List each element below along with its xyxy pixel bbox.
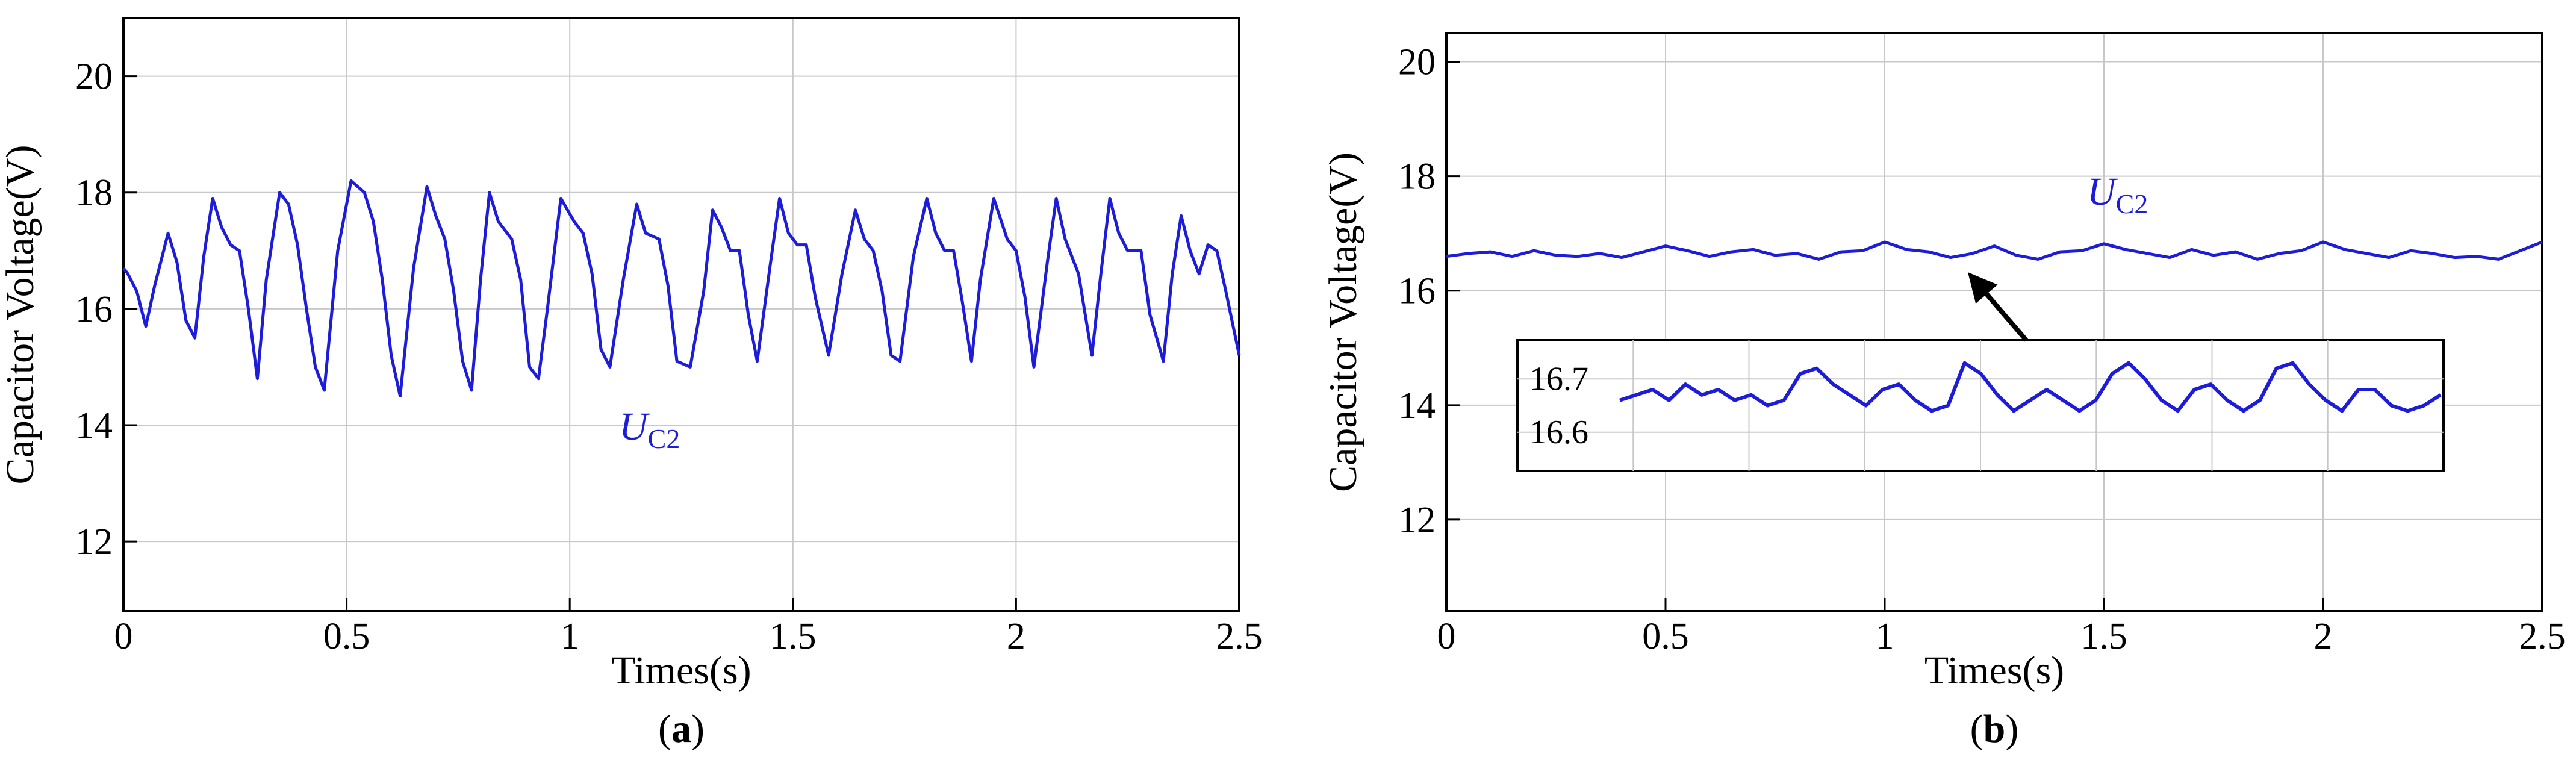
- x-tick-label: 1.5: [2080, 616, 2127, 657]
- panel-a-series-line: [122, 179, 1241, 398]
- panel-b-frame: [1445, 32, 2543, 612]
- y-tick-label: 16: [1398, 271, 1436, 312]
- panel-a-frame: [122, 17, 1240, 612]
- panel-b-inset-series-line: [1619, 361, 2442, 413]
- x-tick-label: 1: [561, 616, 579, 657]
- inset-y-tick-label: 16.6: [1529, 414, 1588, 451]
- panel-a-grid: [123, 18, 1239, 611]
- y-tick-label: 20: [75, 57, 113, 98]
- x-tick-label: 0.5: [1642, 616, 1689, 657]
- panel-b-series-label: UC2: [2087, 170, 2148, 219]
- panel-b-y-axis-title: Capacitor Voltage(V): [1321, 152, 1365, 492]
- panel-a: 0 0.5 1 1.5 2 2.5 12 14 16 18 20 UC2 Times(s) Capa…: [0, 17, 1263, 751]
- x-tick-label: 1: [1876, 616, 1894, 657]
- arrow-head-icon: [1968, 272, 1998, 304]
- y-tick-label: 12: [1398, 500, 1436, 541]
- panel-b-inset-grid: [1517, 340, 2444, 471]
- panel-b-inset-ticks: 16.7 16.6: [1529, 360, 1588, 451]
- panel-a-ticks: 0 0.5 1 1.5 2 2.5 12 14 16 18 20: [75, 57, 1263, 657]
- panel-b-grid: [1446, 33, 2542, 611]
- y-tick-label: 14: [75, 405, 113, 446]
- x-tick-label: 2: [2314, 616, 2333, 657]
- panel-a-series-label: UC2: [619, 405, 680, 454]
- panel-a-y-axis-title: Capacitor Voltage(V): [0, 145, 42, 485]
- panel-a-x-axis-title: Times(s): [611, 649, 751, 693]
- x-tick-label: 2: [1007, 616, 1025, 657]
- x-tick-label: 0: [114, 616, 133, 657]
- panel-b: 0 0.5 1 1.5 2 2.5 12 14 16 18 20 UC2 16.7 16.6 Time…: [1321, 32, 2566, 751]
- y-tick-label: 18: [1398, 157, 1436, 198]
- y-tick-label: 20: [1398, 42, 1436, 83]
- y-tick-label: 14: [1398, 385, 1436, 426]
- panel-a-label: (a): [658, 707, 705, 751]
- x-tick-label: 1.5: [770, 616, 817, 657]
- x-tick-label: 2.5: [1216, 616, 1263, 657]
- panel-b-ticks: 0 0.5 1 1.5 2 2.5 12 14 16 18 20: [1398, 42, 2566, 657]
- y-tick-label: 16: [75, 289, 113, 330]
- panel-b-inset: 16.7 16.6: [1516, 339, 2445, 472]
- panel-b-x-axis-title: Times(s): [1924, 649, 2064, 693]
- x-tick-label: 2.5: [2519, 616, 2566, 657]
- inset-y-tick-label: 16.7: [1529, 360, 1588, 397]
- x-tick-label: 0: [1437, 616, 1456, 657]
- y-tick-label: 12: [75, 521, 113, 562]
- panel-b-series-line: [1446, 240, 2543, 261]
- panel-b-label: (b): [1970, 707, 2019, 751]
- panel-b-callout-arrow: [1968, 272, 2029, 342]
- y-tick-label: 18: [75, 173, 113, 214]
- x-tick-label: 0.5: [323, 616, 370, 657]
